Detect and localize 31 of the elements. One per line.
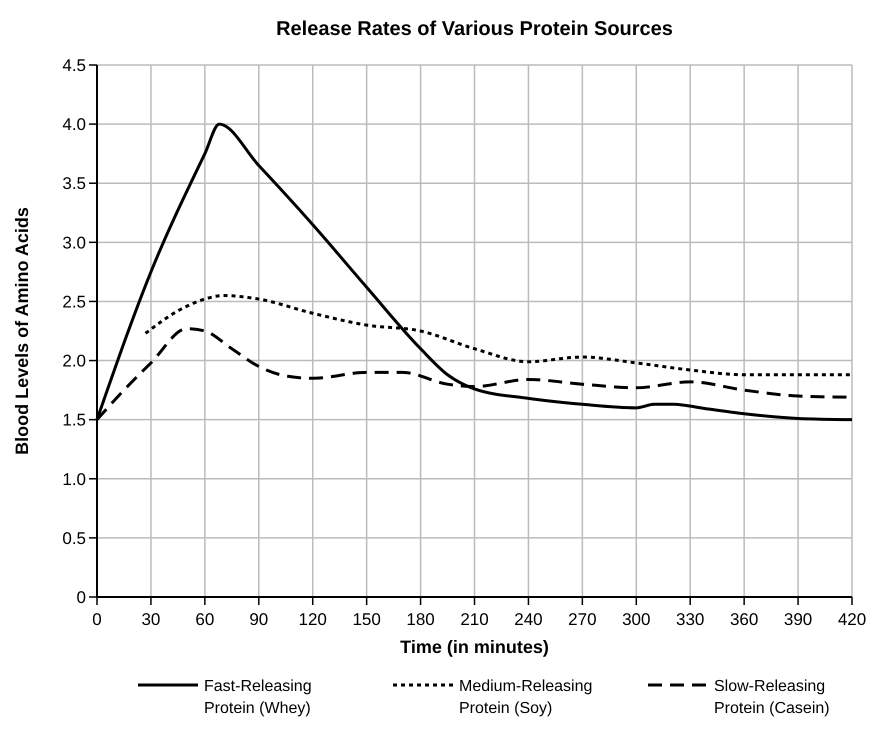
- x-tick-label: 30: [141, 610, 160, 629]
- y-axis-title: Blood Levels of Amino Acids: [12, 207, 32, 455]
- x-tick-label: 390: [784, 610, 812, 629]
- x-tick-label: 360: [730, 610, 758, 629]
- x-tick-label: 420: [838, 610, 866, 629]
- y-tick-label: 1.0: [62, 470, 86, 489]
- x-tick-label: 90: [249, 610, 268, 629]
- y-tick-label: 2.5: [62, 292, 86, 312]
- y-tick-label: 4.0: [62, 115, 86, 134]
- legend-label: Fast-Releasing Protein (Whey): [204, 678, 312, 717]
- legend-label: Medium-Releasing Protein (Soy): [459, 678, 592, 717]
- y-tick-label: 1.5: [62, 410, 86, 430]
- y-tick-label: 4.5: [62, 56, 86, 75]
- y-tick-label: 3.5: [62, 174, 86, 194]
- x-tick-label: 60: [195, 610, 214, 629]
- x-tick-label: 120: [298, 610, 327, 629]
- x-tick-label: 330: [676, 610, 704, 629]
- x-tick-label: 180: [406, 610, 435, 629]
- y-tick-label: 3.0: [62, 233, 86, 252]
- x-tick-label: 150: [352, 610, 381, 629]
- y-tick-label: 0: [76, 588, 86, 607]
- x-axis-title: Time (in minutes): [400, 637, 549, 657]
- x-tick-label: 270: [568, 610, 597, 629]
- x-tick-label: 240: [514, 610, 543, 629]
- chart-title: Release Rates of Various Protein Sources: [276, 18, 673, 40]
- x-tick-label: 0: [92, 610, 102, 629]
- y-tick-label: 0.5: [62, 528, 86, 548]
- legend-label: Slow-Releasing Protein (Casein): [714, 678, 830, 717]
- y-tick-label: 2.0: [62, 352, 86, 371]
- x-tick-label: 210: [460, 610, 489, 629]
- x-tick-label: 300: [622, 610, 650, 629]
